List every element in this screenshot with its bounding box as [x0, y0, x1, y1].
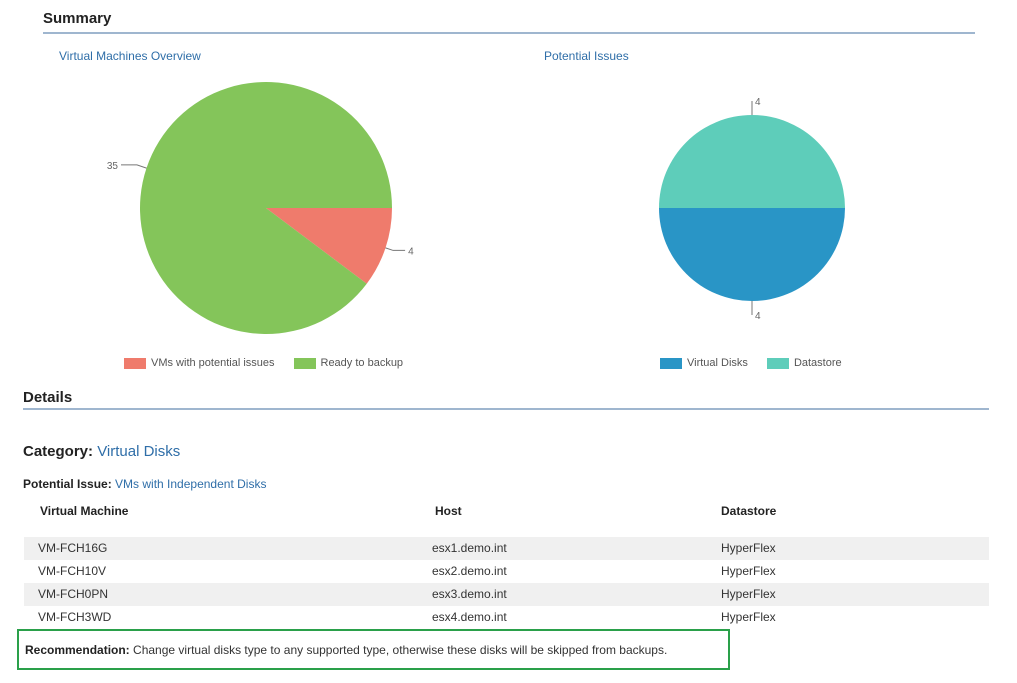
potential-issue-label: Potential Issue: — [23, 477, 112, 491]
data-label-ready-to-backup: 35 — [107, 161, 119, 172]
legend-swatch-datastore — [766, 357, 789, 369]
data-label-virtual-disks: 4 — [755, 311, 761, 322]
table-row[interactable]: VM-FCH0PN esx3.demo.int HyperFlex — [24, 583, 989, 606]
vm-overview-title: Virtual Machines Overview — [59, 49, 201, 63]
table-row[interactable]: VM-FCH3WD esx4.demo.int HyperFlex — [24, 606, 989, 629]
cell-virtual-machine: VM-FCH16G — [38, 541, 108, 555]
summary-heading: Summary — [43, 10, 112, 27]
category-value: Virtual Disks — [97, 443, 181, 460]
potential-issues-pie-chart: 44 — [659, 97, 845, 322]
cell-datastore: HyperFlex — [721, 564, 776, 578]
cell-virtual-machine: VM-FCH0PN — [38, 587, 109, 601]
vm-overview-legend: VMs with potential issues Ready to backu… — [124, 357, 422, 369]
recommendation: Recommendation: Change virtual disks typ… — [25, 643, 667, 657]
potential-issue-line: Potential Issue: VMs with Independent Di… — [23, 477, 266, 491]
category-label: Category: — [23, 443, 94, 460]
pie-slice-virtual-disks — [659, 208, 845, 301]
potential-issues-title: Potential Issues — [544, 49, 629, 63]
details-divider — [23, 408, 989, 410]
cell-virtual-machine: VM-FCH10V — [38, 564, 107, 578]
potential-issue-value: VMs with Independent Disks — [115, 477, 267, 491]
vm-overview-pie-chart: 4 35 — [107, 82, 414, 335]
legend-label-potential-issues: VMs with potential issues — [151, 357, 275, 369]
cell-datastore: HyperFlex — [721, 587, 776, 601]
column-header-host: Host — [435, 504, 462, 518]
legend-item-virtual-disks[interactable]: Virtual Disks — [660, 357, 748, 369]
legend-swatch-ready-to-backup — [293, 357, 316, 369]
table-row[interactable]: VM-FCH16G esx1.demo.int HyperFlex — [24, 537, 989, 560]
details-heading: Details — [23, 389, 73, 406]
cell-datastore: HyperFlex — [721, 541, 776, 555]
cell-host: esx1.demo.int — [432, 541, 507, 555]
recommendation-label: Recommendation: — [25, 643, 130, 657]
leader-line-vms-with-potential-issues — [385, 247, 406, 251]
data-label-vms-with-potential-issues: 4 — [408, 246, 414, 257]
cell-host: esx4.demo.int — [432, 610, 507, 624]
legend-swatch-virtual-disks — [660, 357, 682, 369]
column-header-datastore: Datastore — [721, 504, 777, 518]
category-line: Category: Virtual Disks — [23, 443, 180, 460]
legend-item-datastore[interactable]: Datastore — [766, 357, 842, 369]
table-row[interactable]: VM-FCH10V esx2.demo.int HyperFlex — [24, 560, 989, 583]
leader-line-ready-to-backup — [120, 164, 147, 169]
legend-swatch-potential-issues — [124, 357, 146, 369]
pie-slice-datastore — [659, 115, 845, 208]
pie-slice-vms-with-potential-issues — [266, 208, 392, 284]
legend-label-virtual-disks: Virtual Disks — [687, 357, 748, 369]
recommendation-box: Recommendation: Change virtual disks typ… — [17, 629, 730, 670]
legend-item-ready-to-backup[interactable]: Ready to backup — [293, 357, 404, 369]
summary-divider — [43, 32, 975, 34]
recommendation-text: Change virtual disks type to any support… — [133, 643, 668, 657]
cell-host: esx2.demo.int — [432, 564, 507, 578]
column-header-virtual-machine: Virtual Machine — [40, 504, 129, 518]
legend-label-ready-to-backup: Ready to backup — [320, 357, 404, 369]
cell-datastore: HyperFlex — [721, 610, 776, 624]
legend-label-datastore: Datastore — [793, 357, 842, 369]
potential-issues-legend: Virtual Disks Datastore — [660, 357, 861, 369]
data-label-datastore: 4 — [755, 97, 761, 108]
cell-virtual-machine: VM-FCH3WD — [38, 610, 112, 624]
pie-slice-ready-to-backup — [140, 82, 392, 335]
legend-item-potential-issues[interactable]: VMs with potential issues — [124, 357, 275, 369]
cell-host: esx3.demo.int — [432, 587, 507, 601]
